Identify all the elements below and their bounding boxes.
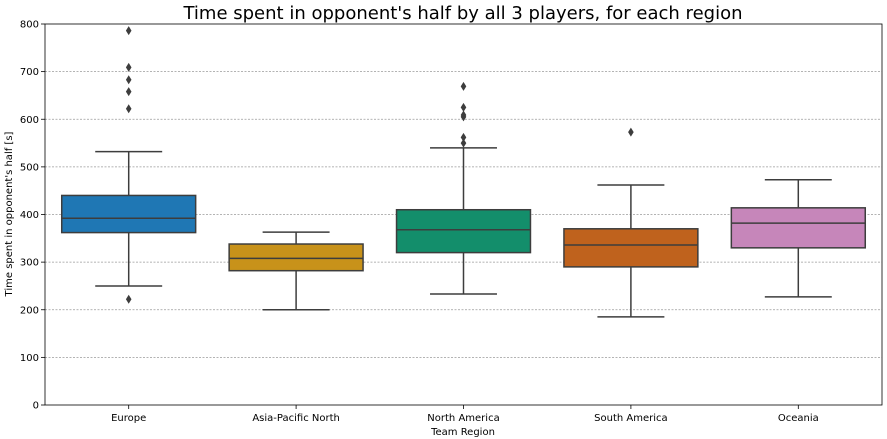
- outlier-point: [628, 127, 634, 137]
- outlier-point: [460, 102, 467, 112]
- y-tick-label: 200: [20, 305, 39, 316]
- box-group: [60, 26, 867, 318]
- y-axis-ticks: 0 100 200 300 400 500 600 700 800: [20, 20, 45, 412]
- y-tick-label: 700: [20, 67, 39, 78]
- outlier-point: [460, 110, 467, 120]
- x-axis-label: Team Region: [430, 427, 495, 438]
- outlier-point: [125, 26, 132, 36]
- y-tick-label: 0: [33, 401, 39, 412]
- iqr-box: [228, 243, 364, 272]
- box-europe: [60, 26, 197, 304]
- box-south-america: [563, 127, 699, 318]
- x-tick-label: North America: [427, 413, 499, 424]
- x-tick-label: Oceania: [778, 413, 819, 424]
- outlier-point: [460, 132, 467, 142]
- outlier-point: [125, 75, 132, 85]
- y-axis-label: Time spent in opponent's half [s]: [4, 131, 15, 297]
- box-north-america: [395, 81, 532, 295]
- y-tick-label: 400: [20, 210, 39, 221]
- outlier-point: [125, 104, 132, 114]
- x-tick-label: Europe: [111, 413, 146, 424]
- y-tick-label: 100: [20, 353, 39, 364]
- box-oceania: [730, 178, 867, 298]
- x-tick-label: South America: [594, 413, 668, 424]
- box-asia-pacific-north: [228, 231, 364, 311]
- outlier-point: [125, 294, 132, 304]
- outlier-point: [460, 138, 467, 148]
- chart-title: Time spent in opponent's half by all 3 p…: [182, 3, 742, 24]
- x-axis-ticks: Europe Asia-Pacific North North America Sou…: [111, 405, 819, 424]
- y-tick-label: 300: [20, 258, 39, 269]
- iqr-box: [563, 228, 699, 268]
- y-tick-label: 500: [20, 162, 39, 173]
- y-tick-label: 600: [20, 115, 39, 126]
- y-tick-label: 800: [20, 20, 39, 31]
- outlier-point: [125, 87, 132, 97]
- iqr-box: [730, 207, 867, 249]
- outlier-point: [125, 62, 132, 72]
- outlier-point: [460, 81, 467, 91]
- iqr-box: [60, 194, 197, 234]
- x-tick-label: Asia-Pacific North: [252, 413, 340, 424]
- iqr-box: [395, 208, 532, 254]
